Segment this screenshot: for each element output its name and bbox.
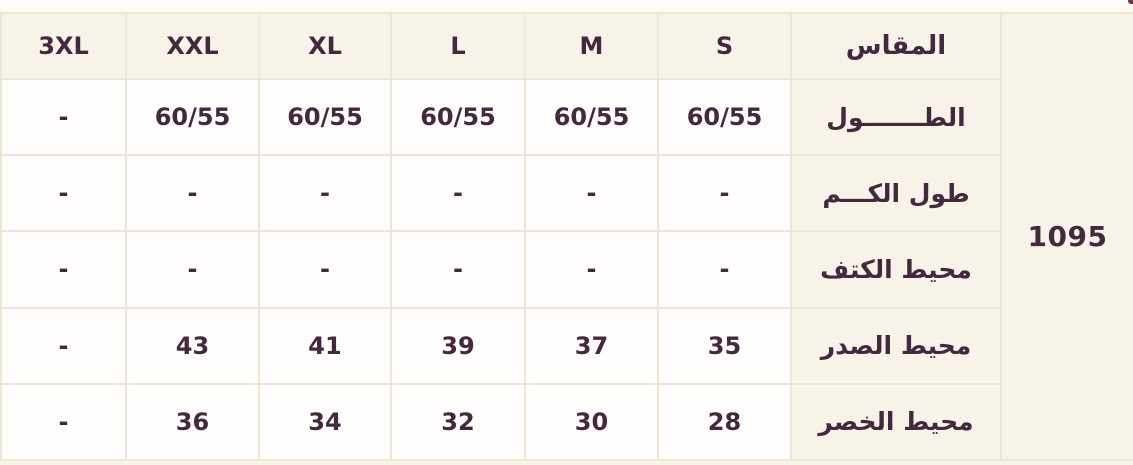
cell-value: 60/55	[258, 77, 392, 157]
table-row-waist: محيط الخصر 28 30 32 34 36 -	[0, 382, 1133, 462]
cell-value: 32	[390, 382, 526, 462]
size-header-l: L	[390, 12, 526, 80]
cell-value: -	[0, 77, 127, 157]
size-header-3xl: 3XL	[0, 12, 127, 80]
cell-value: 60/55	[524, 77, 659, 157]
cell-value: -	[390, 230, 526, 309]
top-margin-band	[0, 0, 1133, 12]
cell-value: -	[0, 154, 127, 233]
table-row-shoulder: محيط الكتف - - - - - -	[0, 230, 1133, 309]
row-label: طول الكـــم	[790, 154, 1002, 233]
table-row-sleeve-length: طول الكـــم - - - - - -	[0, 154, 1133, 233]
product-code-cell: 1095	[1000, 12, 1133, 461]
row-label: محيط الخصر	[790, 382, 1002, 462]
table-row-chest: محيط الصدر 35 37 39 41 43 -	[0, 306, 1133, 385]
cell-value: -	[125, 230, 260, 309]
size-column-header: المقاس	[790, 12, 1002, 80]
cell-value: 35	[657, 306, 792, 385]
table-row-length: الطـــــــول 60/55 60/55 60/55 60/55 60/…	[0, 77, 1133, 157]
cell-value: 60/55	[125, 77, 260, 157]
cell-value: 43	[125, 306, 260, 385]
cell-value: 37	[524, 306, 659, 385]
cell-value: 28	[657, 382, 792, 462]
header-row: 1095 المقاس S M L XL XXL 3XL	[0, 12, 1133, 461]
size-header-m: M	[524, 12, 659, 80]
cell-value: -	[524, 154, 659, 233]
row-label: محيط الصدر	[790, 306, 1002, 385]
row-label: محيط الكتف	[790, 230, 1002, 309]
size-header-xxl: XXL	[125, 12, 260, 80]
cell-value: -	[524, 230, 659, 309]
cell-value: -	[390, 154, 526, 233]
cell-value: 36	[125, 382, 260, 462]
cell-value: -	[258, 230, 392, 309]
cell-value: -	[657, 230, 792, 309]
cell-value: -	[657, 154, 792, 233]
cell-value: -	[0, 382, 127, 462]
cell-value: -	[0, 230, 127, 309]
row-label: الطـــــــول	[790, 77, 1002, 157]
corner-speck	[1128, 0, 1133, 4]
cell-value: -	[258, 154, 392, 233]
cell-value: 41	[258, 306, 392, 385]
cell-value: -	[0, 306, 127, 385]
size-header-s: S	[657, 12, 792, 80]
cell-value: 30	[524, 382, 659, 462]
size-header-xl: XL	[258, 12, 392, 80]
cell-value: 39	[390, 306, 526, 385]
size-chart-table: 1095 المقاس S M L XL XXL 3XL الطـــــــو…	[0, 12, 1133, 462]
cell-value: 60/55	[390, 77, 526, 157]
cell-value: 34	[258, 382, 392, 462]
cell-value: -	[125, 154, 260, 233]
cell-value: 60/55	[657, 77, 792, 157]
